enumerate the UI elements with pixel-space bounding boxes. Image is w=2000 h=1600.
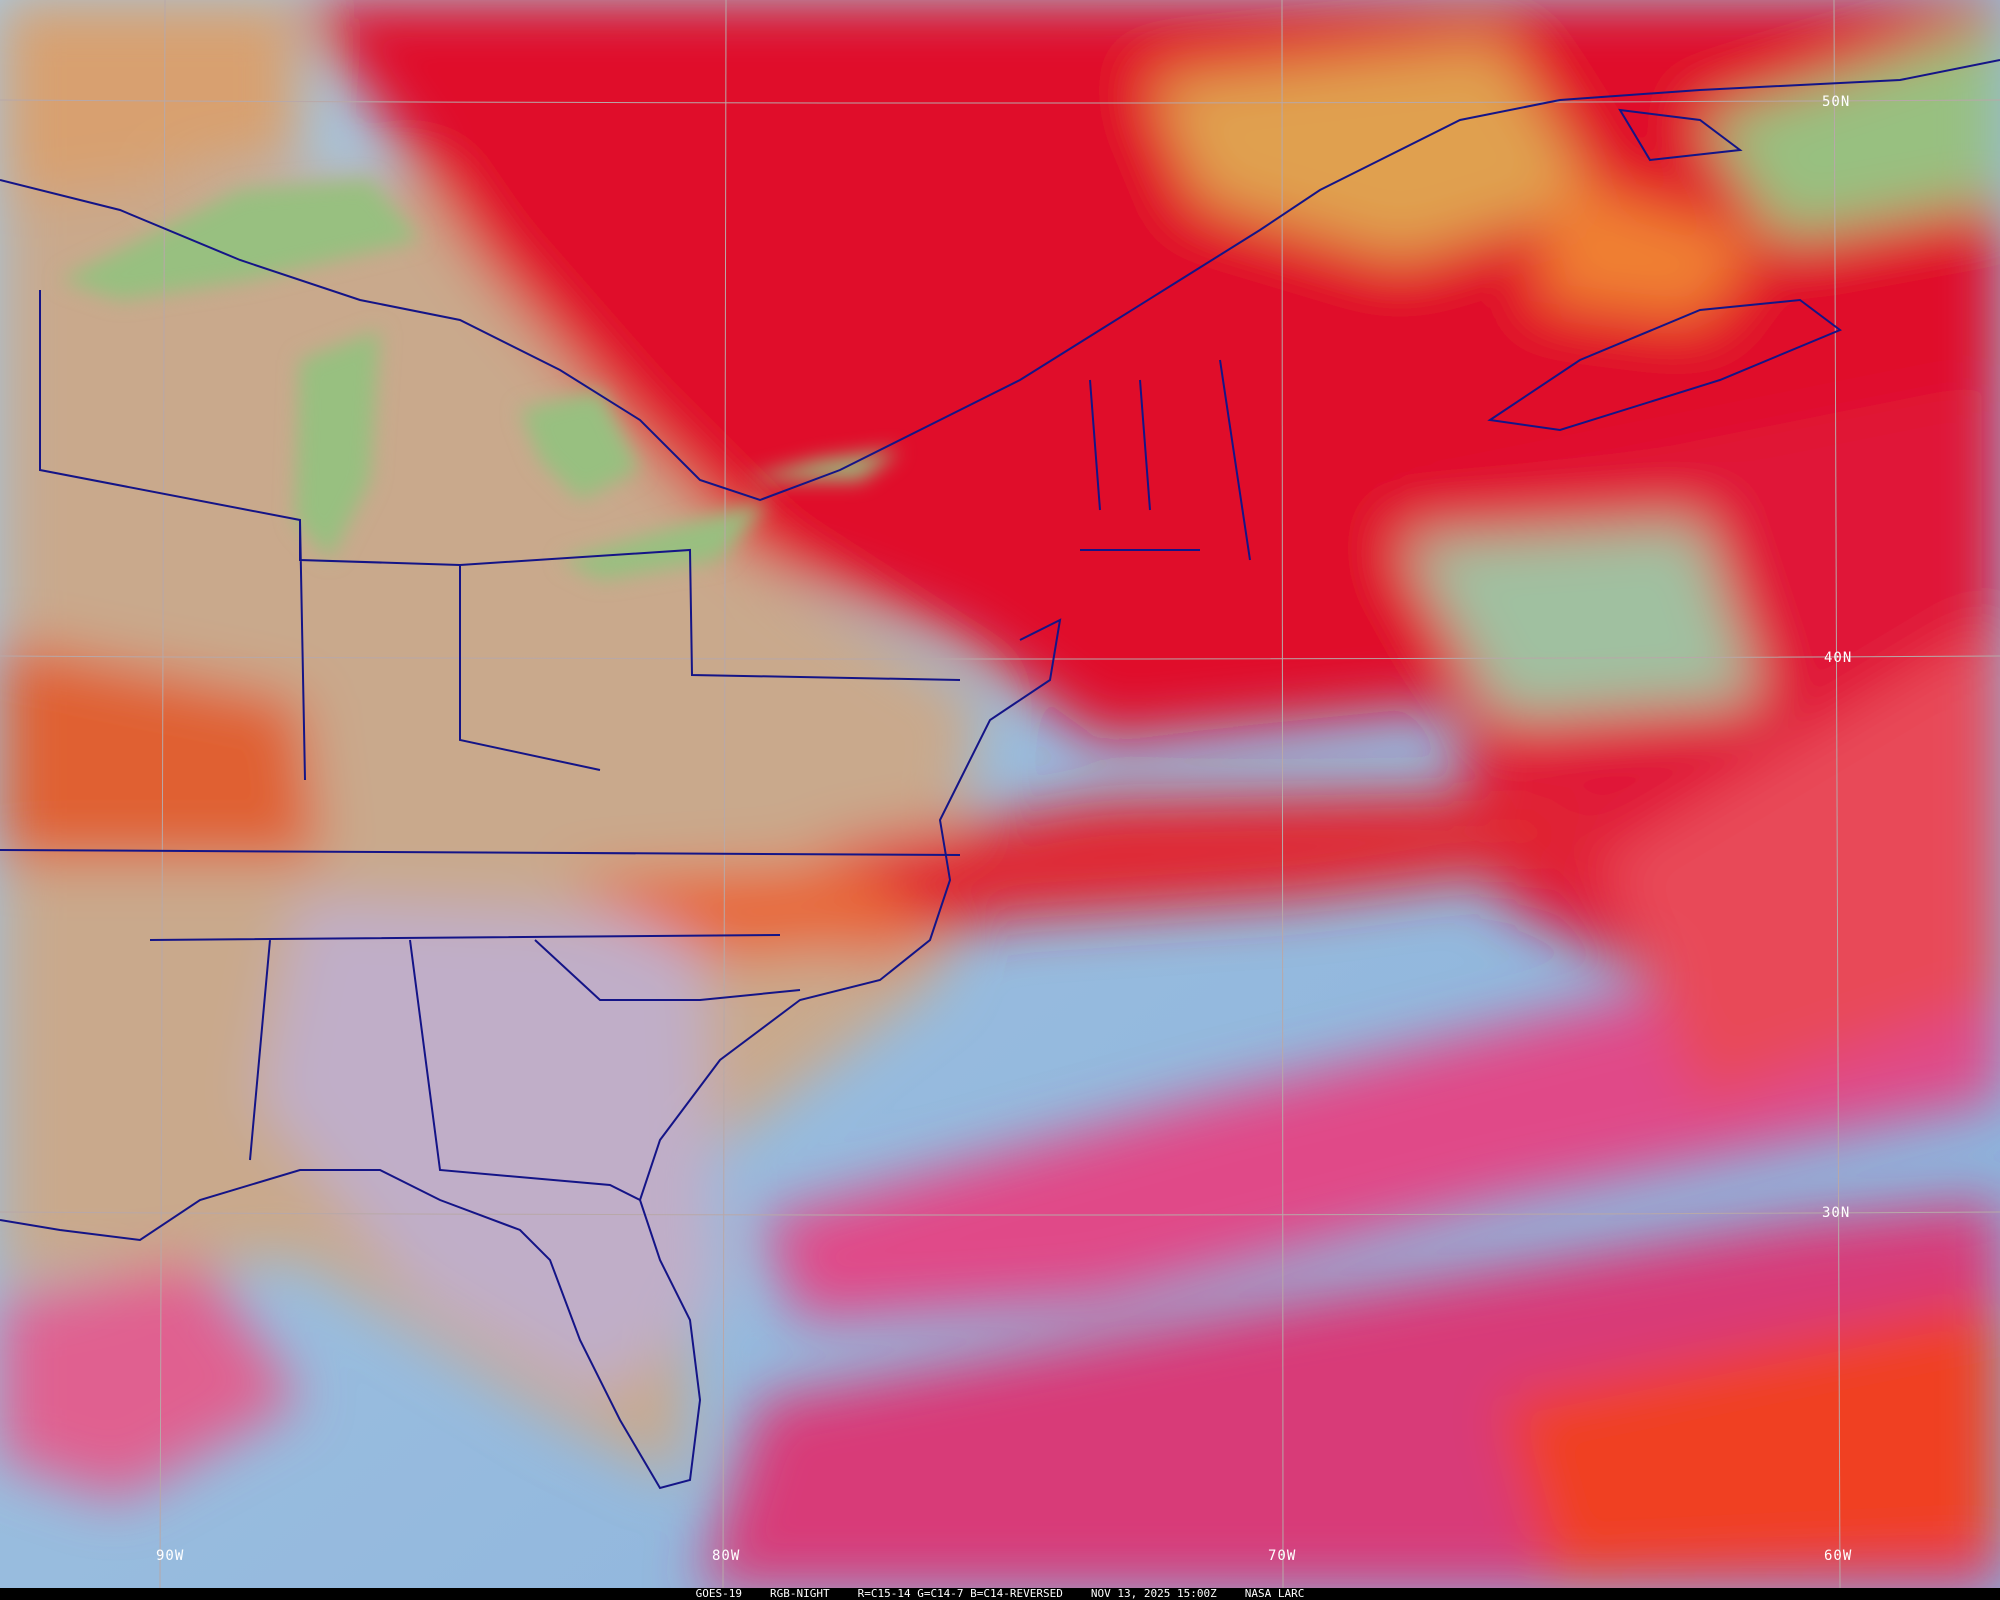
product-caption-bar: GOES-19 RGB-NIGHT R=C15-14 G=C14-7 B=C14-R… (0, 1588, 2000, 1600)
latitude-label-40n: 40N (1824, 650, 1853, 666)
newfoundland-coast (1618, 108, 1743, 162)
latitude-label-50n: 50N (1822, 94, 1851, 110)
political-boundaries (0, 59, 2000, 1490)
caption-datetime: NOV 13, 2025 15:00Z (1090, 1587, 1217, 1600)
gridline-40n (0, 655, 2000, 660)
lakes (60, 180, 900, 580)
gridline-90w (159, 0, 166, 1588)
latitude-label-30n: 30N (1822, 1205, 1851, 1221)
longitude-label-80w: 80W (712, 1548, 741, 1564)
caption-satellite: GOES-19 (695, 1587, 742, 1600)
gridline-70w (1281, 0, 1284, 1588)
gridline-60w (1833, 0, 1841, 1588)
caption-source: NASA LARC (1244, 1587, 1305, 1600)
canada-us-border (0, 59, 2000, 502)
east-coast (0, 618, 1062, 1490)
longitude-label-70w: 70W (1268, 1548, 1297, 1564)
state-lines (0, 290, 1251, 1201)
longitude-label-90w: 90W (156, 1548, 185, 1564)
caption-recipe: R=C15-14 G=C14-7 B=C14-REVERSED (857, 1587, 1063, 1600)
longitude-label-60w: 60W (1824, 1548, 1853, 1564)
gridline-30n (0, 1211, 2000, 1216)
gridline-50n (0, 99, 2000, 104)
caption-product: RGB-NIGHT (769, 1587, 830, 1600)
gridline-80w (722, 0, 727, 1588)
nova-scotia (1487, 298, 1842, 432)
